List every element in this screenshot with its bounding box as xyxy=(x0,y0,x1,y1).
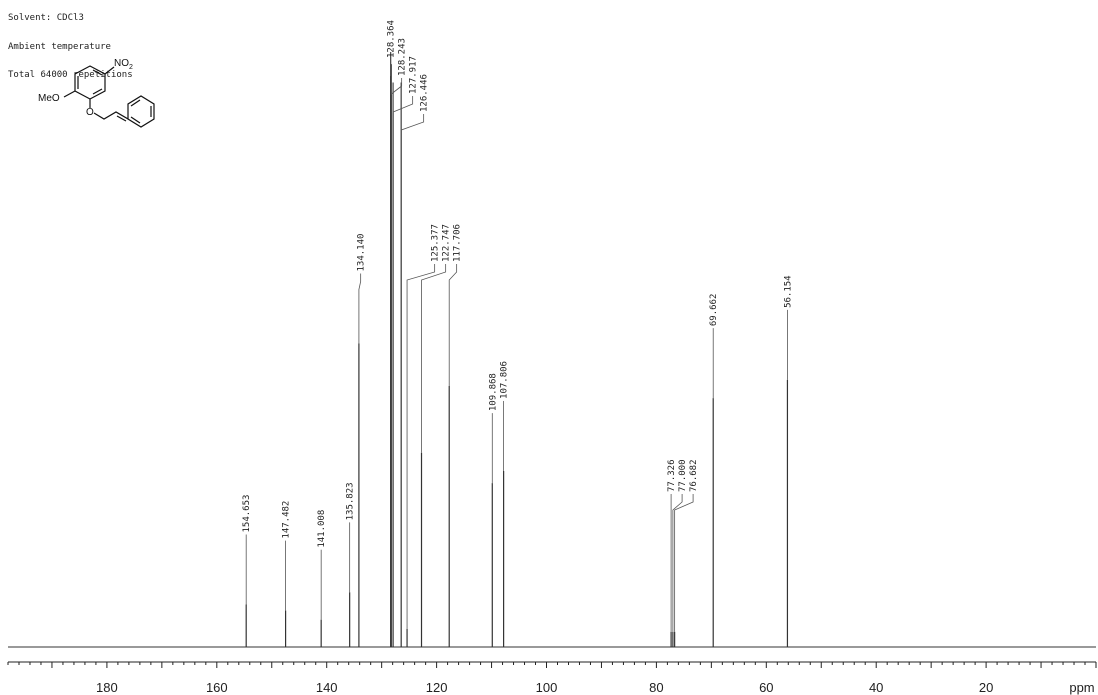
methoxy-label: MeO xyxy=(38,93,60,104)
peaks-layer xyxy=(245,52,789,647)
peak-label: 122.747 xyxy=(442,224,452,262)
header-line-temperature: Ambient temperature xyxy=(8,41,111,52)
peak-leaders-layer xyxy=(245,52,788,632)
peak-label: 76.682 xyxy=(689,459,699,492)
peak-label: 154.653 xyxy=(242,495,252,533)
peak-label: 128.364 xyxy=(387,20,397,58)
phenyl-double-bond xyxy=(130,99,141,107)
peak-leader xyxy=(674,494,694,632)
peak-labels-layer: 154.653 147.482 141.008 135.823 134.140 128.3… xyxy=(242,20,793,548)
ether-oxygen-label: O xyxy=(86,107,94,118)
peak-label: 134.140 xyxy=(357,234,367,272)
aryl-ring xyxy=(74,65,106,100)
x-axis-unit-label: ppm xyxy=(1069,680,1094,695)
x-tick-label: 160 xyxy=(206,680,228,695)
peak-leader xyxy=(392,82,414,113)
allyl-chain xyxy=(93,111,129,120)
peak-label: 69.662 xyxy=(709,294,719,327)
peak-leader xyxy=(672,494,683,632)
aryl-double-bond xyxy=(92,69,103,76)
x-tick-label: 60 xyxy=(759,680,773,695)
peak-leader xyxy=(358,273,362,344)
nitro-bond xyxy=(104,66,115,75)
peak-label: 56.154 xyxy=(783,275,793,308)
molecule-structure: MeO O NO2 xyxy=(38,58,155,128)
peak-label: 135.823 xyxy=(346,482,356,520)
peak-label: 128.243 xyxy=(398,38,408,76)
peak-label: 77.326 xyxy=(667,459,677,492)
peak-leader xyxy=(406,264,436,629)
peak-leader xyxy=(390,64,403,95)
peak-label: 126.446 xyxy=(420,74,430,112)
header-line-solvent: Solvent: CDCl3 xyxy=(8,13,84,23)
peak-label: 141.008 xyxy=(317,510,327,548)
aryl-double-bond xyxy=(92,88,103,95)
peak-leader xyxy=(421,264,447,453)
x-tick-label: 140 xyxy=(316,680,338,695)
methoxy-bond xyxy=(63,90,76,98)
x-tick-label: 40 xyxy=(869,680,883,695)
nitro-label-main: NO xyxy=(114,58,129,69)
x-tick-label: 120 xyxy=(426,680,448,695)
phenyl-ring xyxy=(127,95,155,128)
spectrum-header: Solvent: CDCl3 Ambient temperature Total… xyxy=(8,0,133,90)
nitro-label: NO2 xyxy=(114,58,133,71)
x-tick-label: 80 xyxy=(649,680,663,695)
peak-label: 117.706 xyxy=(453,224,463,262)
peak-leader xyxy=(400,82,425,131)
alkene-double-bond xyxy=(116,115,127,122)
peak-label: 109.868 xyxy=(488,373,498,411)
x-tick-label: 100 xyxy=(536,680,558,695)
phenyl-double-bond xyxy=(130,116,141,124)
peak-label: 125.377 xyxy=(431,224,441,262)
peak-label: 107.806 xyxy=(500,361,510,399)
x-tick-label: 20 xyxy=(979,680,993,695)
peak-leader xyxy=(448,264,458,386)
x-axis: 180 160 140 120 100 80 60 40 20 xyxy=(7,661,1097,695)
x-tick-label: 180 xyxy=(96,680,118,695)
nitro-label-subscript: 2 xyxy=(129,64,133,71)
peak-label: 127.917 xyxy=(409,56,419,94)
header-line-repetitions: Total 64000 repetitions xyxy=(8,70,133,80)
peak-label: 147.482 xyxy=(282,501,292,539)
peak-label: 77.000 xyxy=(678,459,688,492)
